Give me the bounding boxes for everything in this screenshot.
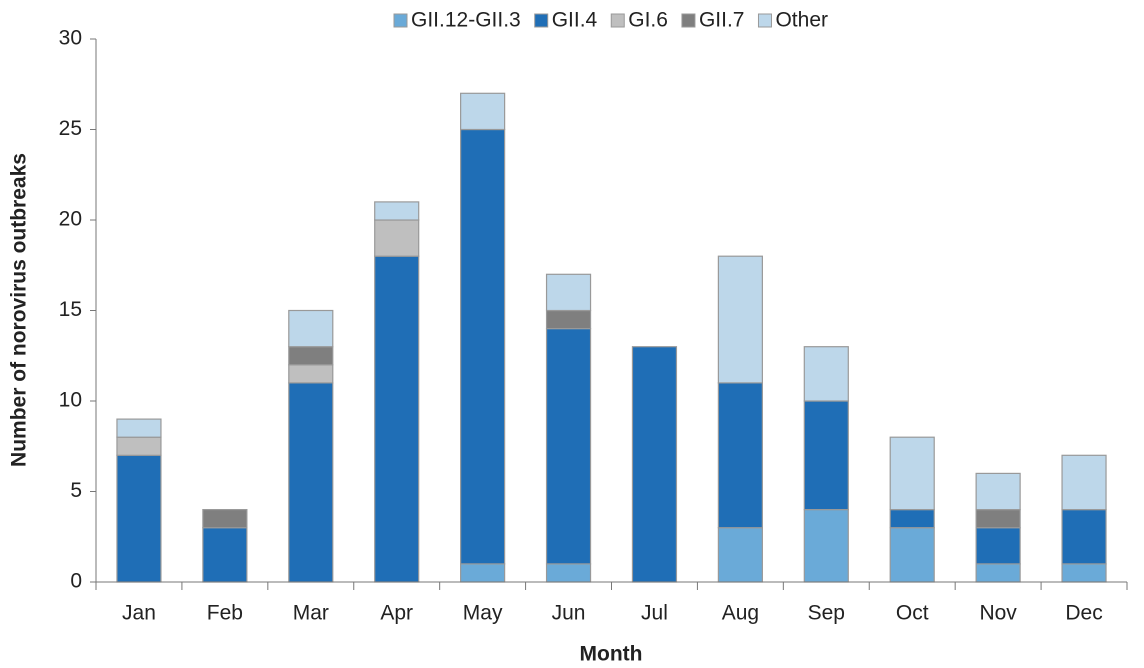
- bar-segment: [1061, 563, 1107, 583]
- legend-swatch: [534, 13, 549, 28]
- bar-segment: [545, 273, 592, 312]
- x-tick-label: Jan: [122, 602, 156, 625]
- legend-label: GI.6: [628, 9, 668, 32]
- bar-segment: [717, 527, 763, 583]
- bar-segment: [288, 346, 334, 366]
- bar-segment: [460, 563, 506, 583]
- x-tick-label: Mar: [293, 602, 329, 625]
- bar-segment: [545, 563, 592, 583]
- legend-swatch: [681, 13, 696, 28]
- bar-segment: [975, 509, 1021, 529]
- y-tick-label: 5: [70, 479, 82, 502]
- y-tick-label: 30: [59, 27, 82, 50]
- bar-segment: [889, 527, 935, 583]
- legend-label: GII.4: [552, 9, 598, 32]
- x-tick-label: Aug: [722, 602, 759, 625]
- bar-segment: [975, 527, 1021, 565]
- bar-segment: [288, 309, 334, 348]
- y-tick-label: 10: [59, 389, 82, 412]
- x-axis-title: Month: [580, 643, 643, 666]
- bar-segment: [374, 255, 420, 583]
- bar-segment: [116, 454, 162, 583]
- bar-segment: [975, 472, 1021, 511]
- y-tick-label: 0: [70, 570, 82, 593]
- x-tick-label: Nov: [979, 602, 1017, 625]
- y-tick-label: 15: [59, 298, 82, 321]
- legend-label: Other: [775, 9, 828, 32]
- x-tick-label: Feb: [207, 602, 243, 625]
- x-tick-label: Jul: [641, 602, 668, 625]
- bar-segment: [288, 364, 334, 384]
- bar-segment: [202, 527, 248, 583]
- bar-segment: [803, 509, 849, 583]
- bar-segment: [1061, 454, 1107, 511]
- bar-segment: [803, 400, 849, 511]
- bar-segment: [202, 509, 248, 529]
- x-tick-label: Apr: [380, 602, 413, 625]
- bar-segment: [545, 309, 592, 330]
- bar-segment: [631, 346, 678, 583]
- bar-segment: [717, 255, 763, 384]
- bar-segment: [889, 436, 935, 511]
- y-tick-label: 20: [59, 208, 82, 231]
- x-tick-label: Dec: [1065, 602, 1102, 625]
- bar-segment: [460, 92, 506, 131]
- bar-segment: [116, 418, 162, 438]
- x-tick-label: Sep: [808, 602, 845, 625]
- bar-segment: [374, 219, 420, 257]
- bar-segment: [460, 128, 506, 565]
- bar-segment: [1061, 509, 1107, 565]
- y-tick-label: 25: [59, 117, 82, 140]
- bar-segment: [374, 201, 420, 221]
- legend-label: GII.7: [699, 9, 745, 32]
- bar-segment: [717, 382, 763, 529]
- bar-segment: [975, 563, 1021, 583]
- bar-segment: [116, 436, 162, 456]
- bar-segment: [288, 382, 334, 583]
- x-tick-label: Jun: [552, 602, 586, 625]
- bar-segment: [803, 346, 849, 402]
- bar-segment: [889, 509, 935, 529]
- legend-swatch: [757, 13, 772, 28]
- y-axis-title: Number of norovirus outbreaks: [8, 153, 31, 467]
- legend-swatch: [610, 13, 625, 28]
- legend-label: GII.12-GII.3: [411, 9, 521, 32]
- bar-segment: [545, 328, 592, 565]
- x-tick-label: May: [463, 602, 503, 625]
- legend-swatch: [393, 13, 408, 28]
- x-tick-label: Oct: [896, 602, 929, 625]
